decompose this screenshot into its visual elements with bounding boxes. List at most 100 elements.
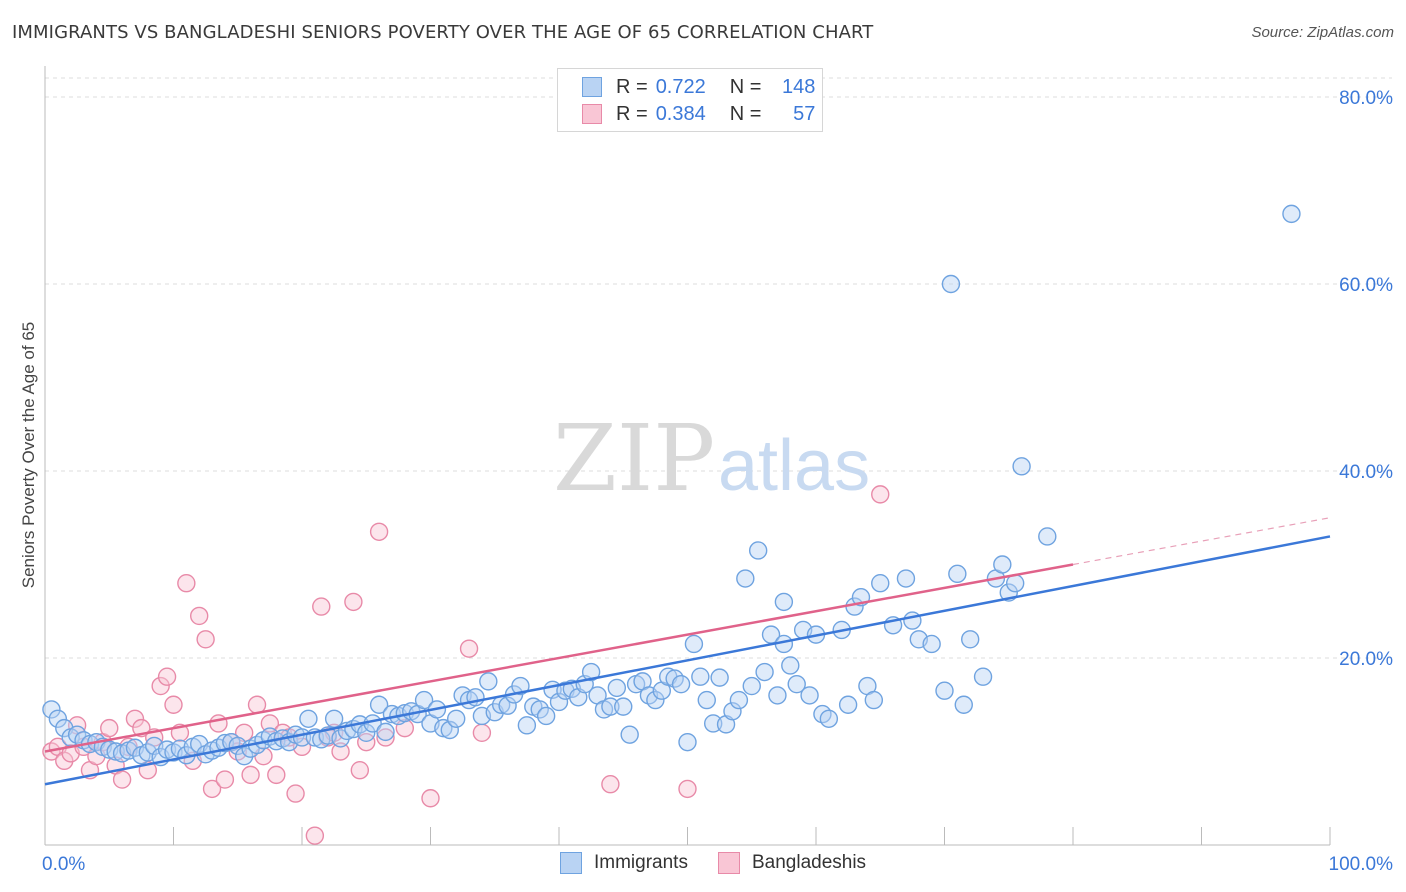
- bangladeshis-point: [350, 761, 370, 780]
- immigrants-point: [948, 564, 967, 584]
- legend-label-immigrants: Immigrants: [594, 852, 688, 873]
- immigrants-point: [369, 695, 389, 714]
- immigrants-point: [787, 674, 806, 694]
- bangladeshis-point: [312, 597, 331, 616]
- immigrants-point: [324, 709, 344, 728]
- legend-row-immigrants: R = 0.722 N = 148: [582, 74, 815, 100]
- y-tick-label: 20.0%: [1339, 649, 1393, 670]
- immigrants-point: [479, 672, 498, 691]
- immigrants-point: [106, 742, 125, 761]
- chart-title: IMMIGRANTS VS BANGLADESHI SENIORS POVERT…: [12, 22, 874, 43]
- immigrants-point: [973, 667, 993, 686]
- immigrants-point: [691, 667, 710, 686]
- immigrants-point: [536, 706, 556, 726]
- y-tick-label: 60.0%: [1339, 275, 1393, 296]
- legend-swatch-immigrants: [582, 77, 602, 97]
- immigrants-point: [331, 729, 350, 748]
- immigrants-point: [697, 690, 716, 710]
- bangladeshis-point: [112, 770, 132, 789]
- immigrants-point: [581, 662, 601, 682]
- immigrants-point: [922, 634, 941, 654]
- legend-label-bangladeshis: Bangladeshis: [751, 852, 867, 873]
- legend-n-value: 57: [793, 102, 816, 125]
- legend-item-bangladeshis[interactable]: Bangladeshis: [717, 852, 867, 874]
- immigrants-point: [357, 723, 376, 742]
- y-axis-label: Seniors Poverty Over the Age of 65: [19, 322, 38, 588]
- legend-n-value: 148: [782, 75, 816, 98]
- bangladeshis-point: [421, 789, 440, 808]
- immigrants-point: [941, 274, 961, 294]
- series-legend: Immigrants Bangladeshis: [560, 852, 896, 874]
- legend-swatch-bangladeshis: [582, 104, 602, 124]
- legend-r-value: 0.722: [655, 75, 706, 98]
- immigrants-point: [447, 709, 466, 728]
- immigrants-trendline: [44, 535, 1331, 786]
- watermark-atlas: atlas: [718, 426, 870, 506]
- bangladeshis-point: [459, 639, 479, 658]
- bangladeshis-point: [376, 728, 395, 747]
- immigrants-point: [440, 720, 459, 740]
- y-tick-label: 40.0%: [1339, 462, 1393, 483]
- immigrants-point: [511, 676, 530, 696]
- immigrants-point: [755, 662, 774, 682]
- immigrants-point: [871, 574, 890, 593]
- immigrants-point: [704, 714, 723, 733]
- bangladeshis-point: [305, 826, 325, 845]
- bangladeshis-point: [241, 765, 260, 785]
- bangladeshis-point: [196, 630, 215, 649]
- bangladeshis-point: [678, 779, 697, 799]
- immigrants-point: [935, 681, 954, 700]
- bangladeshis-point: [601, 775, 620, 794]
- immigrants-point: [768, 686, 787, 705]
- legend-swatch-immigrants: [560, 852, 582, 874]
- immigrants-point: [736, 569, 755, 588]
- immigrants-point: [646, 690, 665, 710]
- immigrants-point: [607, 678, 627, 698]
- immigrants-point: [993, 555, 1012, 574]
- bangladeshis-point: [357, 732, 376, 752]
- bangladeshis-point: [189, 606, 209, 626]
- immigrants-point: [954, 695, 973, 714]
- watermark-zip: ZIP: [553, 405, 715, 512]
- bangladeshis-point: [331, 742, 350, 761]
- bangladeshis-point: [157, 667, 177, 686]
- bangladeshis-point: [55, 751, 74, 771]
- legend-swatch-bangladeshis: [717, 852, 740, 874]
- x-tick-label: 0.0%: [42, 854, 85, 875]
- bangladeshis-point: [260, 714, 280, 733]
- immigrants-point: [434, 718, 453, 738]
- immigrants-point: [729, 690, 749, 710]
- immigrants-point: [781, 656, 800, 675]
- immigrants-point: [723, 702, 742, 721]
- immigrants-point: [1282, 204, 1301, 224]
- bangladeshis-point: [472, 723, 492, 742]
- immigrants-point: [1038, 527, 1057, 546]
- legend-n-label: N =: [729, 102, 762, 125]
- immigrants-point: [800, 686, 819, 705]
- bangladeshis-point: [125, 709, 145, 728]
- legend-r-label: R =: [616, 102, 648, 125]
- bangladeshis-point: [369, 522, 389, 541]
- bangladeshis-trendline-extension: [1072, 517, 1331, 566]
- bangladeshis-point: [151, 676, 170, 696]
- bangladeshis-point: [177, 574, 196, 593]
- immigrants-point: [42, 700, 61, 719]
- legend-r-value: 0.384: [655, 102, 706, 125]
- legend-row-bangladeshis: R = 0.384 N = 57: [582, 101, 815, 127]
- bangladeshis-point: [209, 714, 228, 733]
- bangladeshis-point: [100, 718, 119, 738]
- x-tick-label: 100.0%: [1329, 854, 1394, 875]
- legend-r-label: R =: [616, 75, 648, 98]
- immigrants-point: [549, 692, 569, 712]
- immigrants-point: [838, 695, 858, 714]
- immigrants-point: [376, 722, 395, 742]
- immigrants-point: [684, 634, 704, 654]
- legend-item-immigrants[interactable]: Immigrants: [560, 852, 688, 874]
- immigrants-point: [601, 697, 620, 716]
- immigrants-point: [961, 630, 980, 649]
- bangladeshis-point: [215, 770, 235, 789]
- source-label: Source: ZipAtlas.com: [1251, 24, 1394, 41]
- immigrants-point: [614, 697, 633, 716]
- correlation-legend: R = 0.722 N = 148 R = 0.384 N = 57: [557, 68, 823, 132]
